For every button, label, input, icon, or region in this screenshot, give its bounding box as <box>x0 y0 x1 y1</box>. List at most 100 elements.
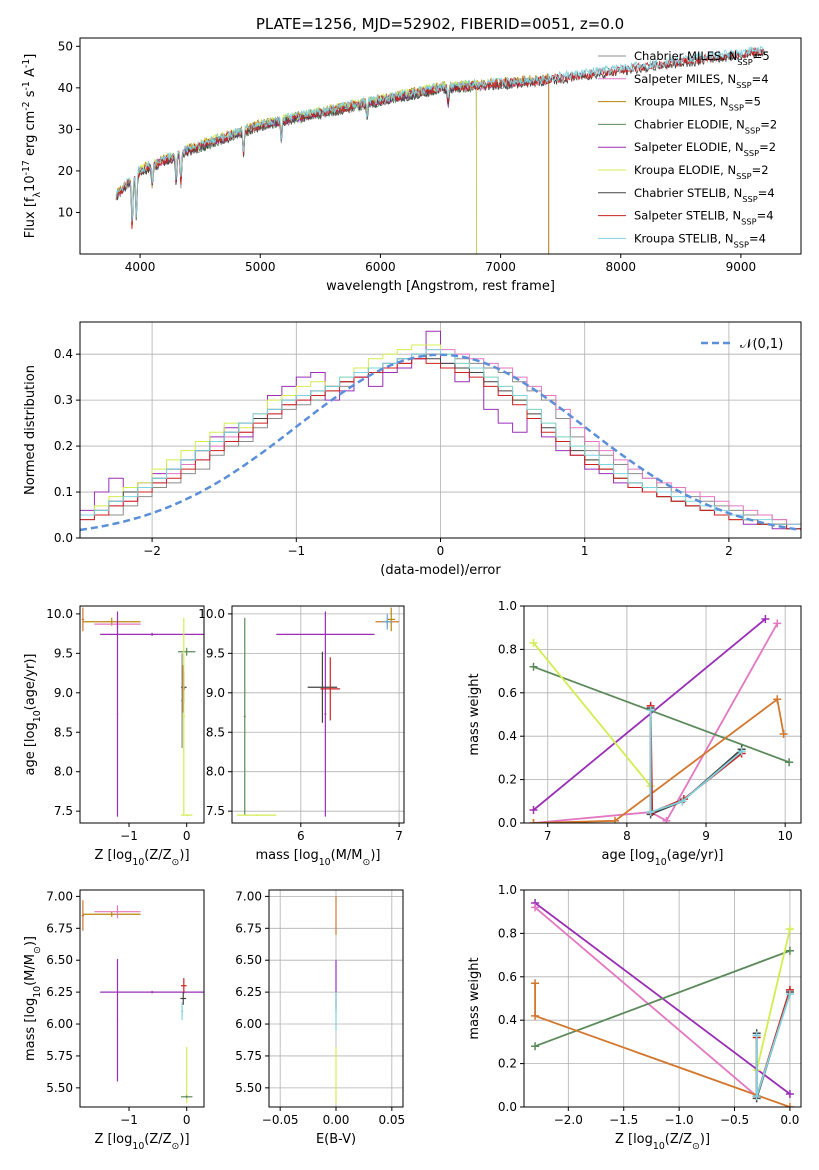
x-tick-label: −2 <box>143 544 161 558</box>
y-tick-label: 7.5 <box>54 804 73 818</box>
y-tick-label: 0.2 <box>498 773 517 787</box>
y-tick-label: 0.1 <box>54 485 73 499</box>
weight-marker <box>773 695 782 704</box>
weight-marker <box>737 747 746 756</box>
x-tick-label: 8000 <box>605 260 636 274</box>
y-axis-label: mass [log10(M/M⊙)] <box>23 936 43 1061</box>
y-axis-label: Normed distribution <box>23 365 38 495</box>
y-tick-label: 1.0 <box>498 599 517 613</box>
x-tick-label: 7000 <box>485 260 516 274</box>
y-tick-label: 0.0 <box>54 531 73 545</box>
y-tick-label: 10.0 <box>46 607 73 621</box>
y-tick-label: 0.4 <box>498 1013 517 1027</box>
y-tick-label: 6.50 <box>235 953 262 967</box>
panel-residuals: −2 −1 0 1 2 0.0 0.1 0.2 0.3 0.4 (data-model)/error… <box>23 321 802 578</box>
weight-marker <box>785 758 794 767</box>
legend-label: Chabrier STELIB, NSSP=4 <box>634 186 775 204</box>
y-tick-label: 0.4 <box>54 347 73 361</box>
x-tick-label: 10 <box>778 829 793 843</box>
x-axis-label: Z [log10(Z/Z⊙)] <box>615 1132 710 1152</box>
y-tick-label: 8.0 <box>54 765 73 779</box>
x-tick-label: 0.0 <box>780 1113 799 1127</box>
x-axis-label: wavelength [Angstrom, rest frame] <box>326 279 555 294</box>
spectrum-line <box>115 45 766 222</box>
panel-age_vs_Z: −1 0 7.5 8.0 8.5 9.0 9.5 10.0 Z [log10(Z/Z⊙)] age… <box>23 605 205 868</box>
x-tick-label: 4000 <box>125 260 156 274</box>
y-tick-label: 8.0 <box>206 765 225 779</box>
panel-age_vs_mass: 6 7 7.5 8.0 8.5 9.0 9.5 10.0 mass [log10(M/M⊙)] <box>198 605 405 868</box>
axes-frame <box>79 605 205 824</box>
weight-marker <box>531 979 540 988</box>
y-tick-label: 6.00 <box>46 1017 73 1031</box>
weight-line <box>532 642 652 787</box>
x-axis-label: age [log10(age/yr)] <box>602 848 724 868</box>
y-tick-label: 0.2 <box>498 1057 517 1071</box>
axes-frame <box>523 605 802 824</box>
histogram-step <box>80 349 801 525</box>
plot-area <box>529 615 794 823</box>
legend-label: 𝒩(0,1) <box>740 337 783 352</box>
x-tick-label: 0 <box>183 829 191 843</box>
y-tick-label: 5.75 <box>46 1049 73 1063</box>
x-tick-label: 7 <box>395 829 403 843</box>
y-tick-label: 7.5 <box>206 804 225 818</box>
legend-label: Salpeter MILES, NSSP=4 <box>634 72 769 90</box>
x-tick-label: 6 <box>297 829 305 843</box>
y-tick-label: 6.50 <box>46 953 73 967</box>
x-tick-label: 9000 <box>726 260 757 274</box>
axes-frame <box>79 889 205 1108</box>
y-tick-label: 0.8 <box>498 926 517 940</box>
spectrum-line <box>115 77 550 254</box>
y-tick-label: 6.25 <box>46 985 73 999</box>
y-tick-label: 5.50 <box>235 1081 262 1095</box>
weight-marker <box>529 819 538 823</box>
legend-label: Kroupa MILES, NSSP=5 <box>634 95 761 113</box>
histogram-step <box>80 358 801 530</box>
panel-weight_vs_age: 7 8 9 10 0.0 0.2 0.4 0.6 0.8 1.0 age [log10(age/yr… <box>467 599 802 868</box>
x-tick-label: 8 <box>623 829 631 843</box>
weight-marker <box>529 805 538 814</box>
weight-marker <box>529 662 538 671</box>
y-tick-label: 7.00 <box>46 889 73 903</box>
axes-frame <box>79 37 802 255</box>
x-tick-label: −1.5 <box>609 1113 638 1127</box>
y-tick-label: 20 <box>58 164 73 178</box>
x-tick-label: 0.00 <box>323 1113 350 1127</box>
weight-marker <box>773 619 782 628</box>
weight-line <box>534 983 791 1107</box>
weight-marker <box>785 925 794 934</box>
weight-marker <box>752 1092 761 1101</box>
weight-marker <box>678 797 687 806</box>
legend-label: Kroupa ELODIE, NSSP=2 <box>634 163 769 181</box>
weight-marker <box>529 638 538 647</box>
x-axis-label: Z [log10(Z/Z⊙)] <box>94 1132 189 1152</box>
x-tick-label: 9 <box>702 829 710 843</box>
y-tick-label: 9.5 <box>54 646 73 660</box>
y-tick-label: 9.0 <box>54 686 73 700</box>
weight-marker <box>779 730 788 739</box>
weight-line <box>533 622 779 823</box>
y-tick-label: 10 <box>58 205 73 219</box>
weight-marker <box>531 1011 540 1020</box>
x-tick-label: 6000 <box>365 260 396 274</box>
plot-area <box>531 899 794 1107</box>
x-tick-label: −1 <box>287 544 305 558</box>
axes-frame <box>523 889 802 1108</box>
weight-line <box>534 906 758 1097</box>
legend-label: Chabrier ELODIE, NSSP=2 <box>634 117 777 135</box>
weight-line <box>533 665 790 764</box>
weight-marker <box>785 946 794 955</box>
x-axis-label: E(B-V) <box>316 1132 356 1147</box>
panel-mass_vs_EBV: −0.05 0.00 0.05 5.50 5.75 6.00 6.25 6.50 6.75 7.0… <box>235 889 405 1147</box>
x-tick-label: 7 <box>544 829 552 843</box>
weight-line <box>533 697 785 823</box>
legend-label: Salpeter ELODIE, NSSP=2 <box>634 140 776 158</box>
x-tick-label: −1 <box>120 829 138 843</box>
figure-title: PLATE=1256, MJD=52902, FIBERID=0051, z=0… <box>256 15 624 33</box>
weight-marker <box>646 706 655 715</box>
y-tick-label: 10.0 <box>198 607 225 621</box>
spectrum-line <box>115 75 550 254</box>
x-axis-label: Z [log10(Z/Z⊙)] <box>94 848 189 868</box>
x-tick-label: 0.05 <box>378 1113 405 1127</box>
